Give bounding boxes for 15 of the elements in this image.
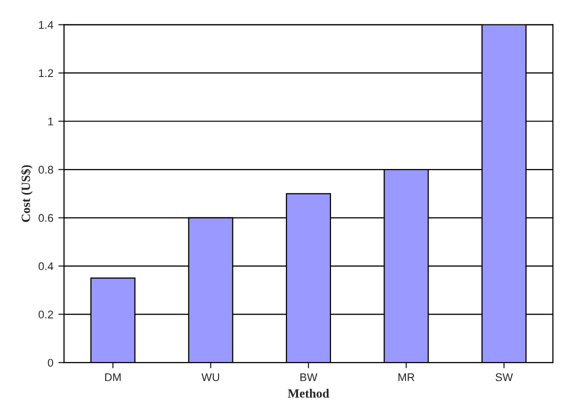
y-tick-label: 1.4 xyxy=(39,21,54,29)
x-tick-label: WU xyxy=(201,373,220,382)
y-tick-label: 0 xyxy=(48,358,54,367)
y-tick-label: 0.2 xyxy=(38,310,54,318)
y-tick-label: 1.2 xyxy=(39,69,54,78)
x-tick-label: MR xyxy=(398,373,414,382)
y-tick-label: 1 xyxy=(48,118,54,126)
y-axis-title: Cost (US$) xyxy=(20,165,33,222)
x-tick-label: SW xyxy=(496,373,513,382)
y-tick-label: 0.6 xyxy=(38,214,54,222)
x-axis-title: Method xyxy=(288,388,330,398)
y-tick-label: 0.4 xyxy=(38,262,54,270)
y-tick-label: 0.8 xyxy=(38,166,54,174)
x-tick-label: DM xyxy=(105,373,121,382)
x-tick-label: BW xyxy=(300,373,318,382)
